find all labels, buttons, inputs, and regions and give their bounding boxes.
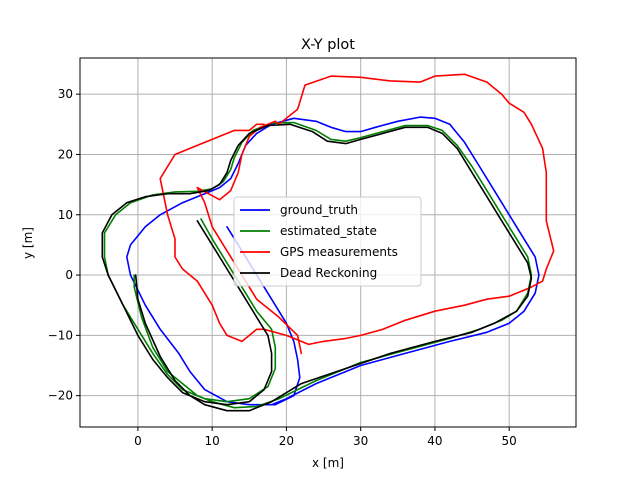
x-tick-label: 10 bbox=[205, 434, 220, 448]
y-tick-label: 20 bbox=[58, 147, 73, 161]
series-line-estimated-state bbox=[103, 121, 533, 409]
x-tick-label: 20 bbox=[279, 434, 294, 448]
y-tick-label: 0 bbox=[65, 268, 73, 282]
legend-label-estimated-state: estimated_state bbox=[280, 224, 377, 238]
legend-label-ground-truth: ground_truth bbox=[280, 203, 358, 217]
series-line-gps-measurements bbox=[159, 73, 555, 355]
y-tick-label: −10 bbox=[48, 328, 73, 342]
series-line-ground-truth bbox=[126, 116, 540, 406]
legend-items: ground_truth estimated_state GPS measureme… bbox=[240, 203, 398, 280]
x-tick-label: 50 bbox=[502, 434, 517, 448]
y-axis-label: y [m] bbox=[21, 227, 35, 259]
x-tick-label: 0 bbox=[134, 434, 142, 448]
y-tick-label: −20 bbox=[48, 389, 73, 403]
ticks: 0 10 20 30 40 50 −20 −10 0 10 20 30 bbox=[48, 87, 517, 448]
x-tick-label: 40 bbox=[427, 434, 442, 448]
series-layer bbox=[101, 73, 555, 412]
series-line-dead-reckoning bbox=[101, 123, 533, 412]
legend-label-dead-reckoning: Dead Reckoning bbox=[280, 266, 377, 280]
legend-box bbox=[233, 196, 422, 287]
y-tick-label: 30 bbox=[58, 87, 73, 101]
y-tick-label: 10 bbox=[58, 208, 73, 222]
legend-label-gps-measurements: GPS measurements bbox=[280, 245, 398, 259]
plot-frame bbox=[79, 57, 577, 428]
legend: ground_truth estimated_state GPS measureme… bbox=[233, 196, 422, 287]
x-tick-label: 30 bbox=[353, 434, 368, 448]
x-axis-label: x [m] bbox=[312, 456, 344, 470]
chart-title: X-Y plot bbox=[301, 37, 355, 53]
